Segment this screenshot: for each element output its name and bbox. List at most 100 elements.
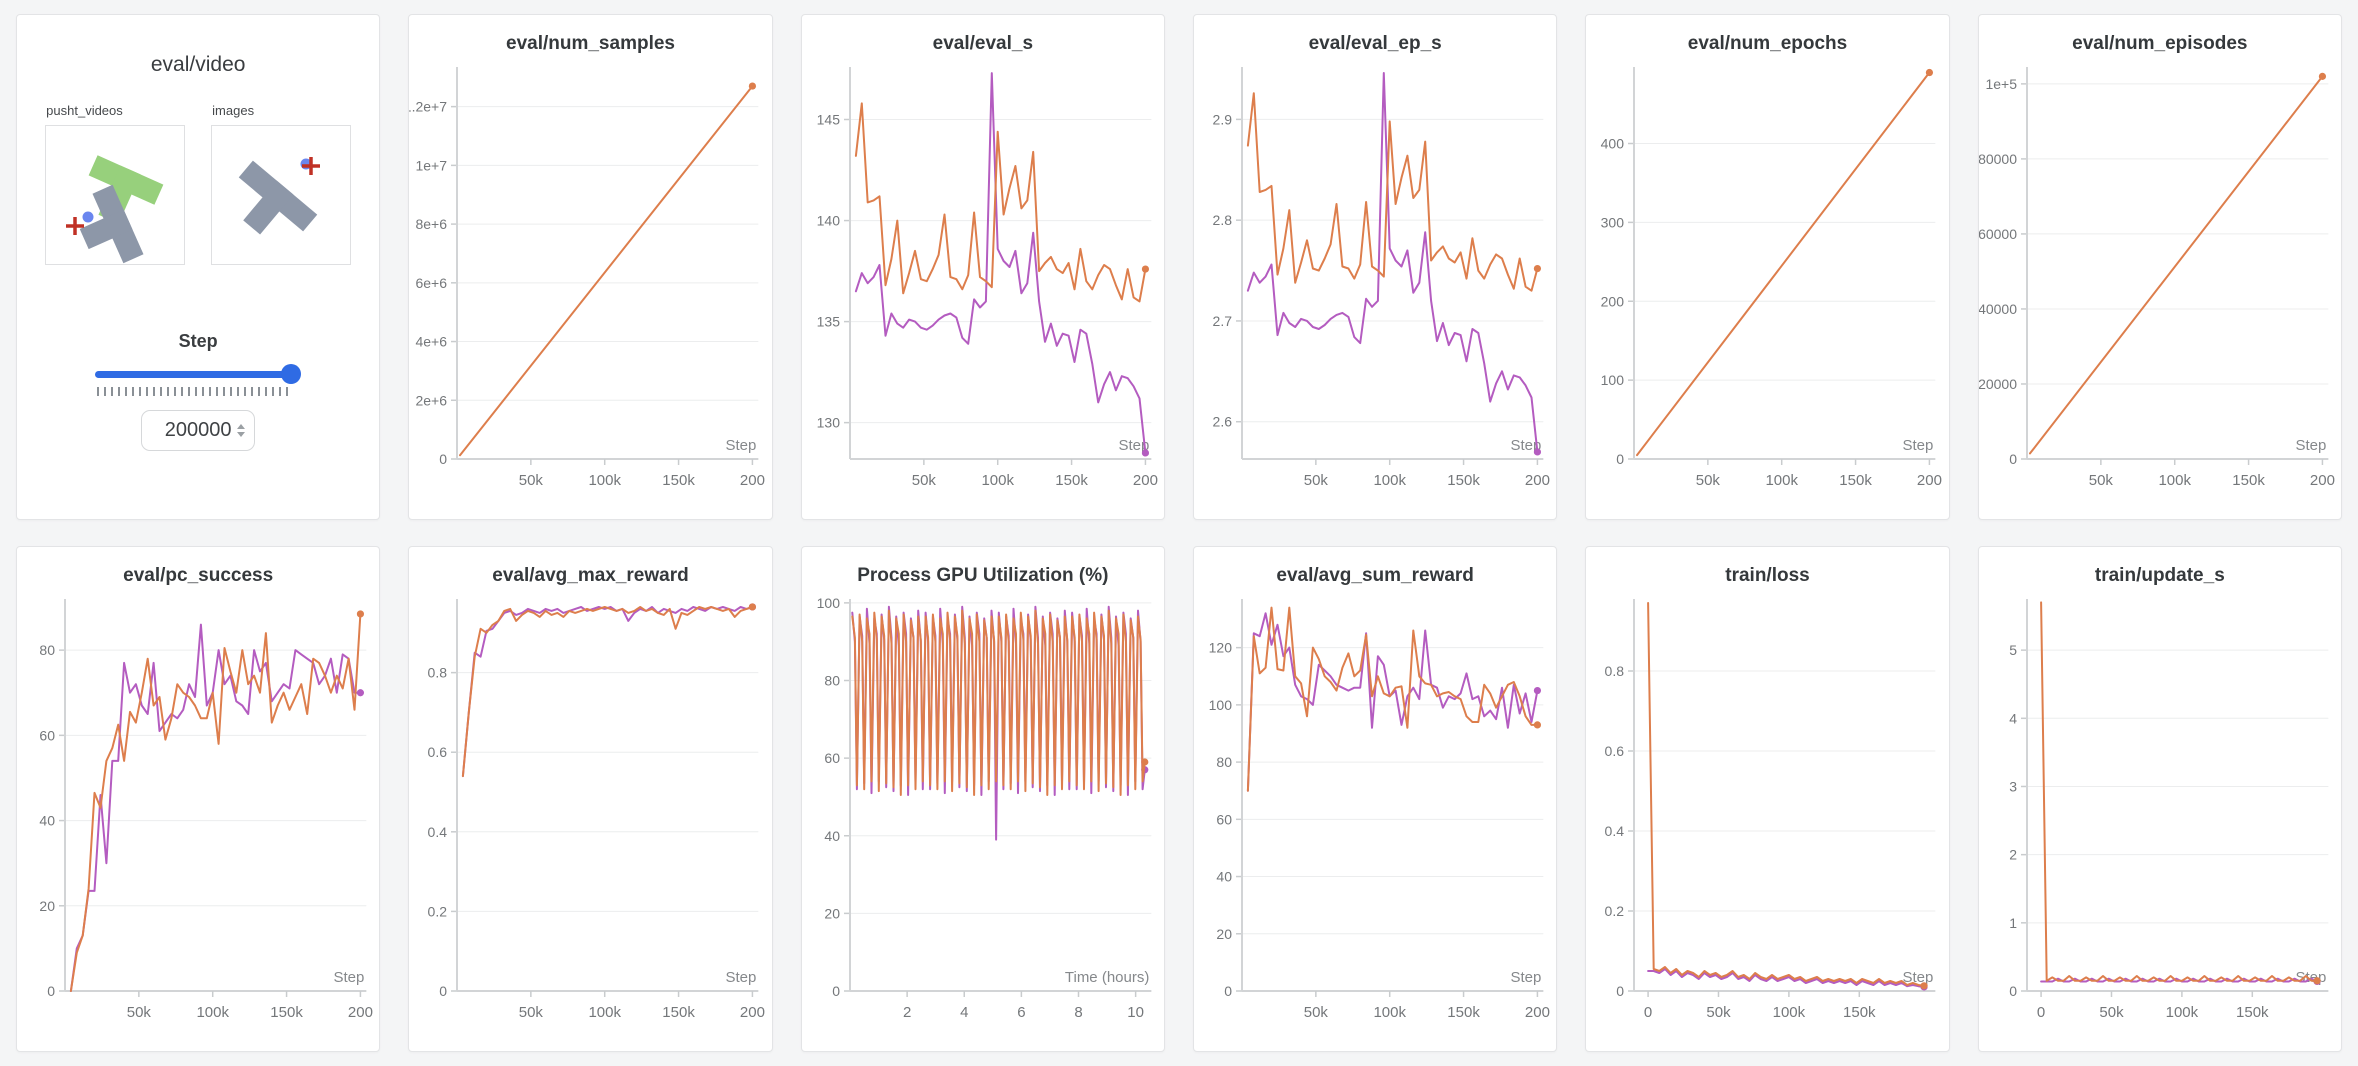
x-tick-label: 50k bbox=[519, 1004, 544, 1021]
y-tick-label: 80 bbox=[39, 642, 55, 658]
y-tick-label: 4 bbox=[2009, 710, 2017, 726]
series-orange-endpoint bbox=[1533, 721, 1542, 729]
stepper-down-icon[interactable] bbox=[237, 432, 246, 437]
media-panel-title: eval/video bbox=[150, 53, 246, 76]
y-tick-label: 130 bbox=[816, 415, 840, 431]
y-tick-label: 0 bbox=[440, 983, 448, 999]
x-tick-label: 200 bbox=[2310, 472, 2335, 489]
step-slider[interactable] bbox=[95, 364, 302, 384]
chart-canvas[interactable]: 0 100 200 300 400 50k 100k 150k 200 Step bbox=[1586, 57, 1948, 503]
y-tick-label: 0 bbox=[1224, 983, 1232, 999]
chart-area[interactable]: 130 135 140 145 50k 100k 150k 200 Step bbox=[802, 57, 1164, 503]
chart-panel-train-loss: train/loss 0 0.2 0.4 0.6 0.8 0 50k 100k 150k Step bbox=[1585, 546, 1950, 1052]
chart-area[interactable]: 2.6 2.7 2.8 2.9 50k 100k 150k 200 Step bbox=[1194, 57, 1556, 503]
chart-canvas[interactable]: 0 2e+6 4e+6 6e+6 8e+6 1e+7 1.2e+7 50k 100k 150k 20… bbox=[409, 57, 771, 503]
image-thumbnail[interactable] bbox=[211, 125, 352, 265]
chart-canvas[interactable]: 130 135 140 145 50k 100k 150k 200 Step bbox=[802, 57, 1164, 503]
media-figure-images: images bbox=[211, 103, 352, 265]
x-tick-label: 200 bbox=[1133, 472, 1158, 489]
chart-panel-avg-sum-reward: eval/avg_sum_reward 0 20 40 60 80 100 120 50k 100… bbox=[1193, 546, 1558, 1052]
chart-canvas[interactable]: 0 20 40 60 80 100 2 4 6 8 10 Time (hours) bbox=[802, 589, 1164, 1035]
chart-canvas[interactable]: 0 20 40 60 80 100 120 50k 100k 150k 200 Step bbox=[1194, 589, 1556, 1035]
y-tick-label: 2.6 bbox=[1213, 414, 1233, 430]
series-purple-endpoint bbox=[356, 689, 365, 697]
series-orange bbox=[2028, 75, 2324, 455]
pusht-video-thumbnail[interactable] bbox=[45, 125, 186, 265]
step-input[interactable] bbox=[158, 419, 239, 442]
series-orange bbox=[1246, 606, 1539, 792]
media-panel-eval-video: eval/video pusht_videos bbox=[16, 14, 381, 520]
chart-canvas[interactable]: 0 0.2 0.4 0.6 0.8 0 50k 100k 150k Step bbox=[1586, 589, 1948, 1035]
chart-area[interactable]: 0 20 40 60 80 50k 100k 150k 200 Step bbox=[17, 589, 379, 1035]
x-tick-label: 50k bbox=[2088, 472, 2113, 489]
y-tick-label: 40000 bbox=[1979, 301, 2017, 317]
x-tick-label: 150k bbox=[1447, 1004, 1480, 1021]
x-tick-label: 100k bbox=[589, 1004, 622, 1021]
series-orange-endpoint bbox=[749, 603, 757, 611]
y-tick-label: 80000 bbox=[1979, 151, 2017, 167]
y-tick-label: 0.2 bbox=[428, 903, 448, 919]
y-tick-label: 2.8 bbox=[1213, 212, 1233, 228]
target-cross-icon bbox=[66, 217, 85, 235]
chart-area[interactable]: 0 20 40 60 80 100 2 4 6 8 10 Time (hours) bbox=[802, 589, 1164, 1035]
chart-area[interactable]: 0 100 200 300 400 50k 100k 150k 200 Step bbox=[1586, 57, 1948, 503]
y-tick-label: 400 bbox=[1601, 136, 1625, 152]
chart-title: eval/eval_s bbox=[932, 33, 1034, 54]
y-tick-label: 1e+7 bbox=[416, 157, 448, 173]
chart-area[interactable]: 0 0.2 0.4 0.6 0.8 50k 100k 150k 200 Step bbox=[409, 589, 771, 1035]
y-tick-label: 0 bbox=[1617, 983, 1625, 999]
chart-canvas[interactable]: 0 20000 40000 60000 80000 1e+5 50k 100k 150k 200 S… bbox=[1979, 57, 2341, 503]
chart-title: eval/eval_ep_s bbox=[1308, 33, 1442, 54]
x-tick-label: 200 bbox=[1525, 472, 1550, 489]
x-tick-label: 100k bbox=[981, 472, 1014, 489]
y-tick-label: 80 bbox=[824, 673, 840, 689]
y-tick-label: 4e+6 bbox=[416, 334, 448, 350]
y-tick-label: 60000 bbox=[1979, 226, 2017, 242]
y-tick-label: 0.6 bbox=[1605, 743, 1625, 759]
chart-area[interactable]: 0 20 40 60 80 100 120 50k 100k 150k 200 Step bbox=[1194, 589, 1556, 1035]
series-orange bbox=[854, 102, 1147, 303]
y-tick-label: 40 bbox=[1216, 869, 1232, 885]
chart-panel-avg-max-reward: eval/avg_max_reward 0 0.2 0.4 0.6 0.8 50k 100k 1… bbox=[408, 546, 773, 1052]
chart-area[interactable]: 0 20000 40000 60000 80000 1e+5 50k 100k 150k 200 S… bbox=[1979, 57, 2341, 503]
chart-canvas[interactable]: 0 0.2 0.4 0.6 0.8 50k 100k 150k 200 Step bbox=[409, 589, 771, 1035]
chart-canvas[interactable]: 2.6 2.7 2.8 2.9 50k 100k 150k 200 Step bbox=[1194, 57, 1556, 503]
step-slider-ruler bbox=[97, 387, 290, 396]
x-tick-label: 150k bbox=[1840, 472, 1873, 489]
stepper-up-icon[interactable] bbox=[237, 424, 246, 429]
series-orange-endpoint bbox=[1920, 982, 1928, 990]
x-tick-label: 150k bbox=[2232, 472, 2265, 489]
x-axis-title: Step bbox=[1118, 437, 1149, 454]
x-axis-title: Step bbox=[2295, 437, 2326, 454]
x-tick-label: 150k bbox=[663, 472, 696, 489]
images-label: images bbox=[212, 103, 255, 118]
step-control: Step bbox=[17, 331, 379, 451]
x-axis-title: Step bbox=[726, 969, 757, 986]
chart-canvas[interactable]: 0 20 40 60 80 50k 100k 150k 200 Step bbox=[17, 589, 379, 1035]
panel-grid: eval/video pusht_videos bbox=[16, 14, 2342, 1052]
series-orange bbox=[1636, 71, 1931, 457]
y-tick-label: 1e+5 bbox=[1985, 76, 2017, 92]
y-tick-label: 300 bbox=[1601, 214, 1625, 230]
series-orange-endpoint bbox=[1926, 68, 1934, 77]
series-orange-endpoint bbox=[2313, 977, 2321, 985]
chart-area[interactable]: 0 0.2 0.4 0.6 0.8 0 50k 100k 150k Step bbox=[1586, 589, 1948, 1035]
step-slider-track[interactable] bbox=[95, 371, 296, 378]
x-tick-label: 100k bbox=[1773, 1004, 1806, 1021]
y-tick-label: 0.2 bbox=[1605, 903, 1625, 919]
x-tick-label: 200 bbox=[1525, 1004, 1550, 1021]
y-tick-label: 6e+6 bbox=[416, 275, 448, 291]
x-tick-label: 50k bbox=[1304, 472, 1329, 489]
chart-area[interactable]: 0 1 2 3 4 5 0 50k 100k 150k Step bbox=[1979, 589, 2341, 1035]
series-orange bbox=[459, 85, 754, 457]
chart-canvas[interactable]: 0 1 2 3 4 5 0 50k 100k 150k Step bbox=[1979, 589, 2341, 1035]
y-tick-label: 1 bbox=[2009, 915, 2017, 931]
step-slider-thumb[interactable] bbox=[281, 364, 302, 384]
chart-title: eval/avg_max_reward bbox=[492, 565, 689, 586]
chart-area[interactable]: 0 2e+6 4e+6 6e+6 8e+6 1e+7 1.2e+7 50k 100k 150k 20… bbox=[409, 57, 771, 503]
y-tick-label: 80 bbox=[1216, 754, 1232, 770]
x-axis-title: Step bbox=[726, 437, 757, 454]
chart-title: eval/num_episodes bbox=[2072, 33, 2248, 54]
y-tick-label: 0.8 bbox=[1605, 663, 1625, 679]
